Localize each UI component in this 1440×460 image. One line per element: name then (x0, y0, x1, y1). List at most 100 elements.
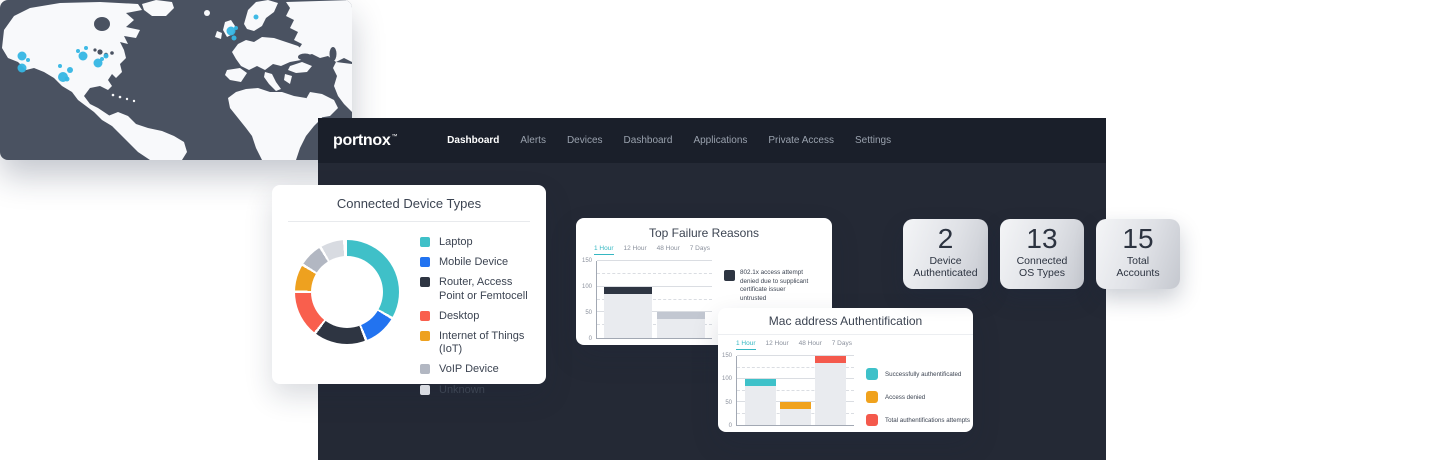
legend-swatch (866, 391, 878, 403)
connected-device-types-card: Connected Device Types Laptop Mobile Devi… (272, 185, 546, 396)
title-divider (718, 334, 973, 335)
gridline-solid (597, 260, 712, 261)
legend-label: Successfully authentificated (885, 370, 962, 378)
gridline-solid (737, 355, 854, 356)
map-land-north-america (2, 2, 142, 126)
stat-label-line: Accounts (1116, 267, 1160, 280)
map-land-europe (232, 37, 305, 70)
map-caribbean-island (132, 99, 136, 103)
brand-logo-text: portnox (333, 131, 391, 149)
device-location-dot (103, 53, 109, 59)
device-location-dot (67, 67, 73, 73)
mac-auth-time-tabs: 1 Hour 12 Hour 48 Hour 7 Days (736, 340, 973, 350)
stat-label-line: OS Types (1019, 267, 1065, 280)
legend-label: VoIP Device (439, 363, 499, 376)
time-tab-7-days[interactable]: 7 Days (689, 245, 710, 252)
map-land-middle-east (333, 62, 352, 112)
bar-802-1x-access-attempt-denied-d (603, 286, 653, 338)
map-land-greenland (142, 0, 174, 16)
top-failure-bar-chart: 150 100 50 0 (580, 258, 712, 353)
world-map-svg (2, 0, 352, 160)
legend-swatch (420, 257, 430, 268)
time-tab-48-hour[interactable]: 48 Hour (656, 245, 680, 252)
legend-label: Laptop (439, 236, 473, 248)
brand-logo[interactable]: portnox™ (333, 132, 397, 150)
legend-swatch (420, 237, 430, 247)
legend-label: Internet of Things (IoT) (439, 329, 525, 356)
time-tab-12-hour[interactable]: 12 Hour (765, 340, 789, 347)
map-land-south-america (108, 112, 187, 160)
mac-legend-item: Access denied (866, 391, 970, 403)
stat-label-line: Device (929, 254, 962, 267)
mac-legend-item: Total authentifications attempts (866, 414, 970, 426)
time-tab-1-hour[interactable]: 1 Hour (594, 245, 614, 255)
bar-chart-plot (596, 260, 712, 339)
map-great-lake (110, 51, 114, 55)
device-location-dot (58, 64, 62, 68)
y-tick-label: 150 (721, 353, 732, 359)
nav-item-devices[interactable]: Devices (566, 135, 603, 146)
mac-auth-card: Mac address Authentification 1 Hour 12 Ho… (718, 308, 973, 432)
map-land-iberia (225, 68, 247, 82)
nav-item-private-access[interactable]: Private Access (768, 135, 834, 146)
time-tab-7-days[interactable]: 7 Days (831, 340, 852, 347)
legend-item-internet-of-things-iot-: Internet of Things (IoT) (420, 330, 535, 356)
device-location-dot (26, 58, 30, 62)
donut-hole (311, 256, 383, 328)
legend-item-voip-device: VoIP Device (420, 363, 535, 376)
time-tab-1-hour[interactable]: 1 Hour (736, 340, 756, 350)
map-great-lake (97, 49, 103, 55)
legend-label: Mobile Device (439, 256, 509, 269)
stat-label-line: Connected (1016, 254, 1068, 267)
nav-item-settings[interactable]: Settings (854, 135, 892, 146)
bar-body (815, 363, 846, 425)
legend-swatch (724, 270, 735, 281)
legend-swatch (420, 384, 430, 395)
bars-group (597, 261, 712, 338)
legend-item-router-access-point-or-femtocell: Router, Access Point or Femtocell (420, 276, 535, 302)
top-failure-time-tabs: 1 Hour 12 Hour 48 Hour 7 Days (594, 245, 832, 255)
map-caribbean-island (125, 97, 129, 101)
y-tick-label: 50 (725, 399, 732, 406)
y-tick-label: 0 (728, 423, 732, 429)
mac-auth-chart-row: 150 100 50 0 Successfully authentificated Ac… (718, 353, 973, 437)
top-navbar: portnox™ Dashboard Alerts Devices Dashboard… (318, 118, 1106, 163)
time-tab-48-hour[interactable]: 48 Hour (798, 340, 822, 347)
donut-row: Laptop Mobile Device Router, Access Point … (272, 222, 546, 397)
map-land-asia (286, 0, 352, 62)
device-location-dot (100, 57, 104, 61)
legend-item-desktop: Desktop (420, 310, 535, 323)
map-land-africa (228, 88, 322, 160)
nav-item-alerts[interactable]: Alerts (520, 135, 546, 146)
stat-label: Device Authenticated (903, 255, 988, 280)
time-tab-12-hour[interactable]: 12 Hour (623, 245, 647, 252)
gridline-dashed (597, 298, 712, 300)
device-location-dot (231, 35, 237, 41)
mac-auth-bar-chart: 150 100 50 0 (720, 353, 854, 437)
gridline-dashed (597, 272, 712, 274)
legend-label: Access denied (885, 393, 926, 401)
map-land-scandinavia (244, 0, 278, 31)
nav-item-dashboard[interactable]: Dashboard (447, 135, 500, 146)
nav-item-dashboard[interactable]: Dashboard (623, 135, 673, 146)
legend-swatch (420, 310, 430, 321)
gridline-dashed (737, 366, 854, 368)
nav-item-applications[interactable]: Applications (693, 135, 748, 146)
gridline-solid (737, 401, 854, 402)
legend-item-laptop: Laptop (420, 236, 535, 249)
bar-chart-plot (736, 355, 854, 426)
bar-successfully-authentificated (745, 379, 776, 425)
device-location-dot (64, 76, 70, 82)
stat-card-total-accounts: 15 Total Accounts (1096, 219, 1180, 289)
device-location-dot (93, 58, 103, 68)
bar-cap (815, 356, 846, 363)
device-types-legend: Laptop Mobile Device Router, Access Point … (420, 236, 535, 397)
map-caribbean-island (118, 95, 122, 99)
legend-swatch (866, 368, 878, 380)
device-types-donut-chart (295, 240, 399, 344)
bar-total-authentifications-attemp (815, 356, 846, 425)
y-axis-labels: 150 100 50 0 (720, 353, 736, 429)
bar-cap (656, 312, 706, 320)
gridline-solid (597, 311, 712, 313)
device-location-dot (17, 63, 27, 73)
